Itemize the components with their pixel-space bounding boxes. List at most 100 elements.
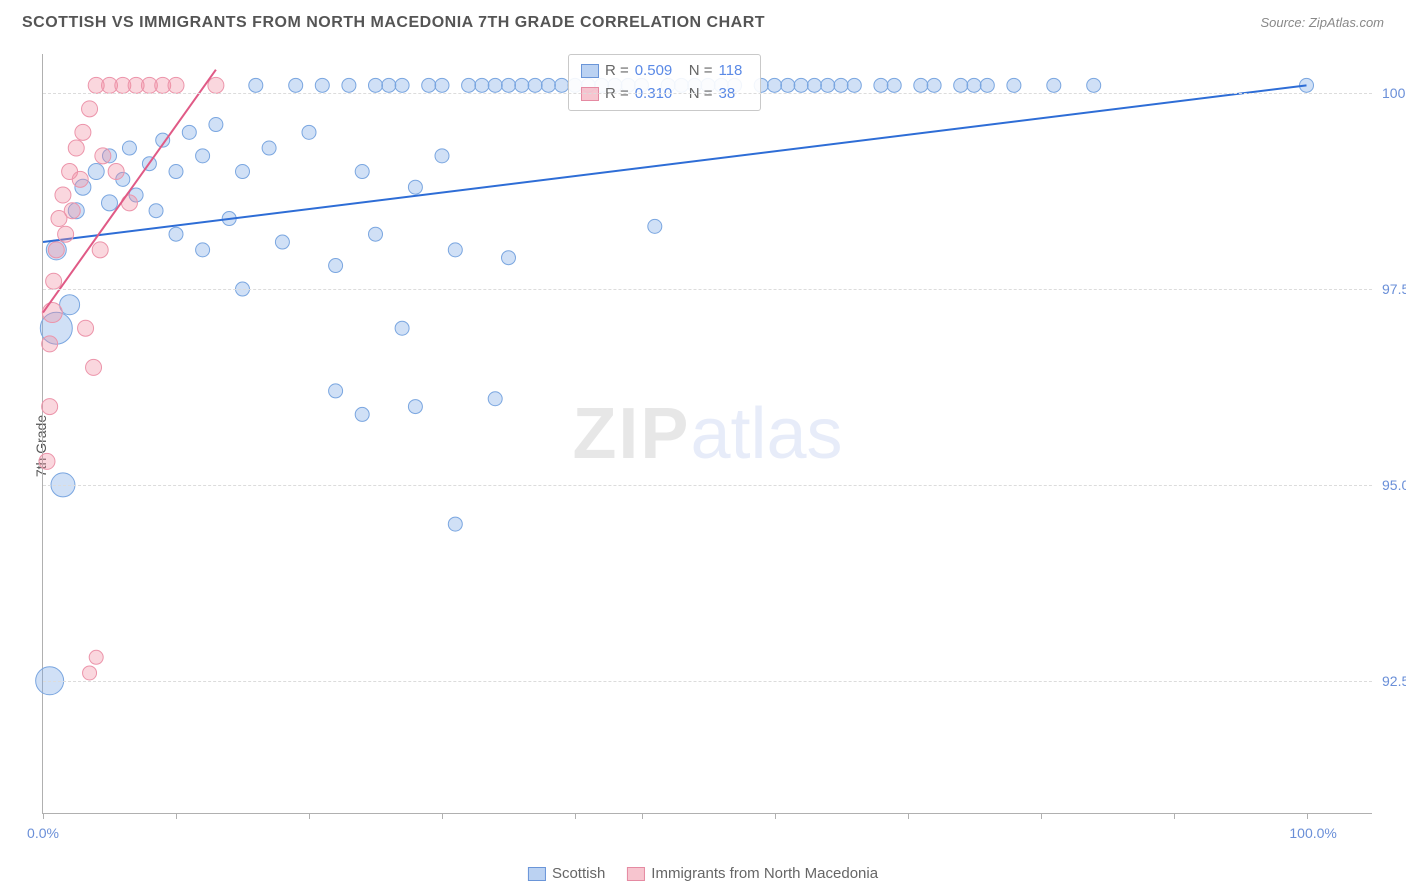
bottom-legend: Scottish Immigrants from North Macedonia <box>528 865 878 882</box>
legend-label: Scottish <box>552 865 605 882</box>
data-point <box>355 407 369 421</box>
data-point <box>92 242 108 258</box>
data-point <box>448 517 462 531</box>
data-point <box>448 243 462 257</box>
data-point <box>72 171 88 187</box>
legend-label: Immigrants from North Macedonia <box>651 865 878 882</box>
data-point <box>42 399 58 415</box>
x-tick-mark <box>575 813 576 819</box>
data-point <box>355 165 369 179</box>
gridline <box>43 485 1372 486</box>
x-tick-mark <box>1174 813 1175 819</box>
data-point <box>435 78 449 92</box>
data-point <box>768 78 782 92</box>
y-tick-label: 95.0% <box>1374 477 1406 493</box>
data-point <box>329 384 343 398</box>
data-point <box>55 187 71 203</box>
r-value: 0.509 <box>635 60 683 83</box>
data-point <box>821 78 835 92</box>
legend-swatch <box>627 867 645 881</box>
n-label: N = <box>689 60 713 83</box>
y-tick-label: 97.5% <box>1374 281 1406 297</box>
data-point <box>382 78 396 92</box>
x-tick-mark <box>908 813 909 819</box>
data-point <box>86 359 102 375</box>
data-point <box>475 78 489 92</box>
data-point <box>95 148 111 164</box>
data-point <box>807 78 821 92</box>
data-point <box>149 204 163 218</box>
gridline <box>43 289 1372 290</box>
data-point <box>182 125 196 139</box>
legend-swatch <box>528 867 546 881</box>
legend-item: Immigrants from North Macedonia <box>627 865 878 882</box>
data-point <box>462 78 476 92</box>
data-point <box>82 101 98 117</box>
chart-title: SCOTTISH VS IMMIGRANTS FROM NORTH MACEDO… <box>22 14 765 32</box>
data-point <box>887 78 901 92</box>
data-point <box>488 392 502 406</box>
data-point <box>209 118 223 132</box>
data-point <box>914 78 928 92</box>
data-point <box>302 125 316 139</box>
data-point <box>874 78 888 92</box>
x-tick-mark <box>176 813 177 819</box>
data-point <box>847 78 861 92</box>
data-point <box>528 78 542 92</box>
data-point <box>834 78 848 92</box>
data-point <box>169 165 183 179</box>
data-point <box>408 180 422 194</box>
data-point <box>395 78 409 92</box>
legend-swatch <box>581 64 599 78</box>
data-point <box>83 666 97 680</box>
x-tick-mark <box>43 813 44 819</box>
r-label: R = <box>605 60 629 83</box>
data-point <box>954 78 968 92</box>
data-point <box>39 453 55 469</box>
x-tick-label: 0.0% <box>27 825 59 841</box>
data-point <box>64 203 80 219</box>
data-point <box>42 303 62 323</box>
data-point <box>196 149 210 163</box>
gridline <box>43 93 1372 94</box>
data-point <box>75 124 91 140</box>
header: SCOTTISH VS IMMIGRANTS FROM NORTH MACEDO… <box>22 14 1384 32</box>
data-point <box>88 164 104 180</box>
data-point <box>369 227 383 241</box>
x-tick-mark <box>642 813 643 819</box>
source-attribution: Source: ZipAtlas.com <box>1260 15 1384 30</box>
data-point <box>781 78 795 92</box>
data-point <box>108 164 124 180</box>
x-tick-mark <box>442 813 443 819</box>
data-point <box>980 78 994 92</box>
stats-legend-row: R = 0.509 N =118 <box>581 60 749 83</box>
data-point <box>168 77 184 93</box>
data-point <box>275 235 289 249</box>
data-point <box>515 78 529 92</box>
data-point <box>502 251 516 265</box>
data-point <box>369 78 383 92</box>
data-point <box>102 195 118 211</box>
data-point <box>342 78 356 92</box>
data-point <box>435 149 449 163</box>
data-point <box>46 273 62 289</box>
data-point <box>395 321 409 335</box>
data-point <box>122 141 136 155</box>
data-point <box>967 78 981 92</box>
data-point <box>236 165 250 179</box>
y-tick-label: 92.5% <box>1374 673 1406 689</box>
data-point <box>329 259 343 273</box>
x-tick-mark <box>775 813 776 819</box>
data-point <box>48 242 64 258</box>
data-point <box>68 140 84 156</box>
data-point <box>1007 78 1021 92</box>
chart-svg <box>43 54 1372 813</box>
data-point <box>289 78 303 92</box>
data-point <box>502 78 516 92</box>
data-point <box>262 141 276 155</box>
n-value: 118 <box>718 60 748 83</box>
data-point <box>794 78 808 92</box>
data-point <box>555 78 569 92</box>
x-tick-mark <box>1307 813 1308 819</box>
gridline <box>43 681 1372 682</box>
